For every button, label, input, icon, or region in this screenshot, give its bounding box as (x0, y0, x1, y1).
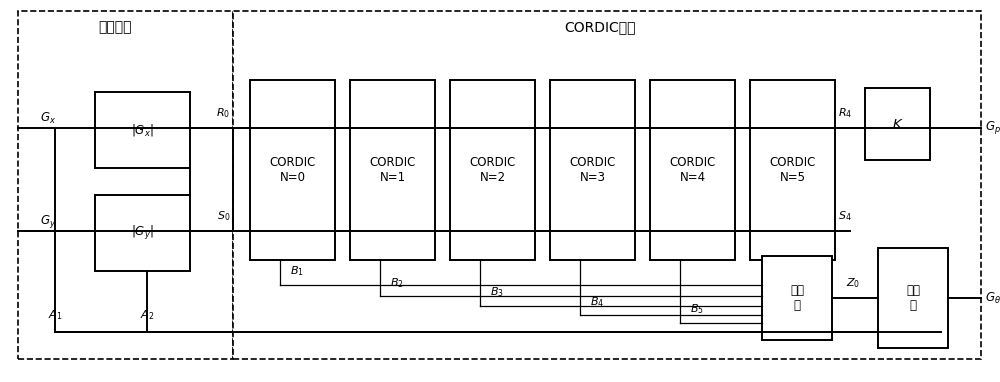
FancyBboxPatch shape (550, 80, 635, 260)
Text: $K$: $K$ (892, 118, 903, 131)
Text: CORDIC
N=0: CORDIC N=0 (269, 156, 316, 184)
Text: 象限编码: 象限编码 (98, 20, 132, 34)
Text: $B_2$: $B_2$ (390, 276, 404, 290)
Text: $A_1$: $A_1$ (48, 308, 62, 322)
Text: CORDIC
N=3: CORDIC N=3 (569, 156, 616, 184)
FancyBboxPatch shape (650, 80, 735, 260)
FancyBboxPatch shape (750, 80, 835, 260)
Text: $B_5$: $B_5$ (690, 303, 704, 316)
Text: $B_4$: $B_4$ (590, 295, 604, 309)
FancyBboxPatch shape (95, 92, 190, 168)
Text: $B_3$: $B_3$ (490, 285, 504, 299)
Text: $R_0$: $R_0$ (216, 106, 230, 120)
FancyBboxPatch shape (350, 80, 435, 260)
Text: CORDIC
N=4: CORDIC N=4 (669, 156, 716, 184)
FancyBboxPatch shape (762, 256, 832, 340)
Text: $S_4$: $S_4$ (838, 209, 852, 223)
Text: $G_x$: $G_x$ (40, 111, 56, 126)
FancyBboxPatch shape (250, 80, 335, 260)
Text: 编码
器: 编码 器 (906, 284, 920, 312)
FancyBboxPatch shape (18, 11, 233, 359)
Text: $Z_0$: $Z_0$ (846, 276, 860, 290)
FancyBboxPatch shape (878, 248, 948, 348)
FancyBboxPatch shape (450, 80, 535, 260)
Text: CORDIC
N=5: CORDIC N=5 (769, 156, 816, 184)
Text: $G_p$: $G_p$ (985, 120, 1000, 136)
Text: 编码
器: 编码 器 (790, 284, 804, 312)
Text: CORDIC
N=1: CORDIC N=1 (369, 156, 416, 184)
Text: CORDIC算法: CORDIC算法 (564, 20, 636, 34)
Text: $|G_y|$: $|G_y|$ (131, 224, 154, 242)
FancyBboxPatch shape (233, 11, 981, 359)
FancyBboxPatch shape (865, 88, 930, 160)
Text: $B_1$: $B_1$ (290, 264, 304, 278)
Text: $R_4$: $R_4$ (838, 106, 852, 120)
Text: $|G_x|$: $|G_x|$ (131, 122, 154, 138)
Text: $S_0$: $S_0$ (217, 209, 230, 223)
Text: $G_{\theta}$: $G_{\theta}$ (985, 290, 1000, 306)
Text: $A_2$: $A_2$ (140, 308, 154, 322)
Text: $G_y$: $G_y$ (40, 213, 56, 230)
FancyBboxPatch shape (95, 195, 190, 271)
Text: CORDIC
N=2: CORDIC N=2 (469, 156, 516, 184)
